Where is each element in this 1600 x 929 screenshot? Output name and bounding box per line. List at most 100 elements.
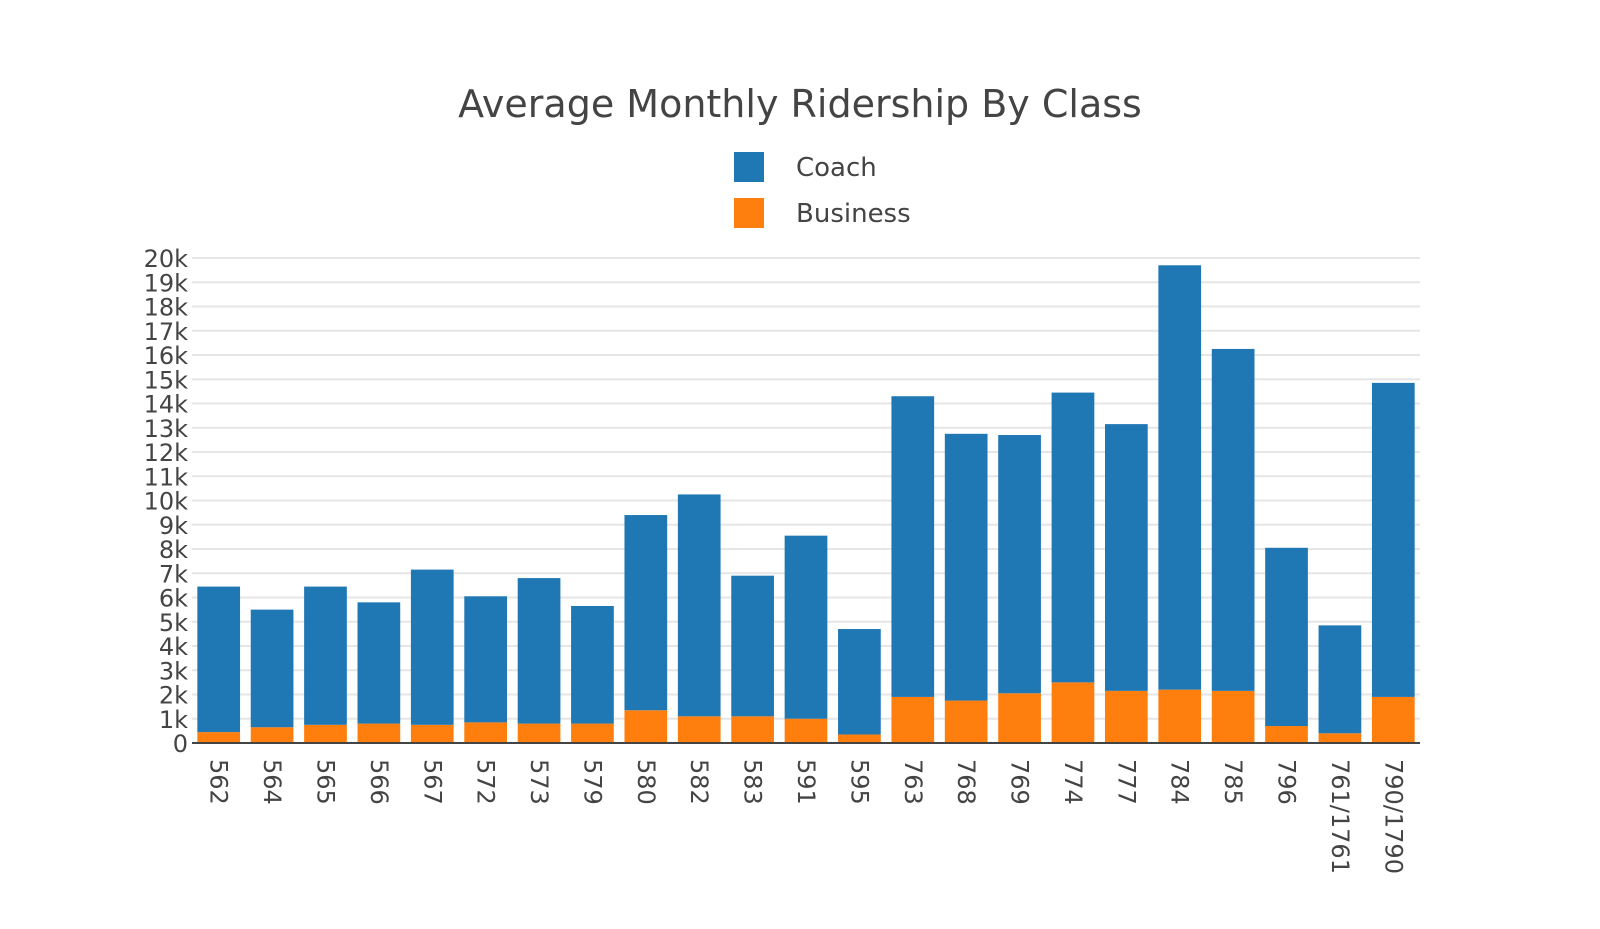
chart-title: Average Monthly Ridership By Class <box>458 82 1142 126</box>
bar-business-785[interactable] <box>1211 690 1255 743</box>
bar-coach-567[interactable] <box>410 569 454 725</box>
x-tick-label: 595 <box>845 759 873 805</box>
x-tick-label: 580 <box>632 759 660 805</box>
legend-item-business[interactable]: Business <box>734 198 911 229</box>
bar-coach-572[interactable] <box>464 596 508 723</box>
bar-coach-591[interactable] <box>784 535 828 719</box>
y-tick-label: 15k <box>144 366 189 394</box>
y-tick-label: 0 <box>173 730 188 758</box>
bar-business-763[interactable] <box>891 696 935 743</box>
bar-coach-763[interactable] <box>891 396 935 697</box>
bar-coach-583[interactable] <box>731 575 774 717</box>
bar-coach-580[interactable] <box>624 515 668 711</box>
x-tick-label: 768 <box>952 759 980 805</box>
bar-business-583[interactable] <box>731 716 774 743</box>
x-axis: 562 564 565 566 567 572 573 579 580 582 583 591 595 7… <box>205 759 1408 874</box>
bar-coach-564[interactable] <box>250 609 294 728</box>
y-tick-label: 10k <box>144 488 189 516</box>
y-tick-label: 18k <box>144 294 189 322</box>
legend-swatch-business <box>734 198 764 228</box>
bar-business-573[interactable] <box>517 723 561 743</box>
y-tick-label: 12k <box>144 439 189 467</box>
bar-business-796[interactable] <box>1265 726 1308 743</box>
x-tick-label: 579 <box>578 759 606 805</box>
bar-business-564[interactable] <box>250 727 294 743</box>
x-tick-label: 777 <box>1112 759 1140 805</box>
bar-business-595[interactable] <box>838 734 881 743</box>
bar-business-562[interactable] <box>197 732 241 743</box>
bar-business-572[interactable] <box>464 722 508 743</box>
bar-coach-565[interactable] <box>304 586 347 725</box>
y-tick-label: 9k <box>159 512 188 540</box>
x-tick-label: 567 <box>418 759 446 805</box>
y-tick-label: 4k <box>159 633 188 661</box>
bar-business-769[interactable] <box>998 693 1041 743</box>
y-tick-label: 6k <box>159 585 188 613</box>
bars <box>197 265 1415 743</box>
bar-business-580[interactable] <box>624 710 668 743</box>
legend-item-coach[interactable]: Coach <box>734 152 877 183</box>
bar-business-591[interactable] <box>784 718 828 743</box>
x-tick-label: 785 <box>1219 759 1247 805</box>
bar-coach-785[interactable] <box>1211 348 1255 691</box>
bar-business-565[interactable] <box>304 724 347 743</box>
bar-coach-562[interactable] <box>197 586 241 733</box>
y-tick-label: 19k <box>144 269 189 297</box>
y-tick-label: 11k <box>144 463 189 491</box>
bar-coach-761-1761[interactable] <box>1318 625 1362 734</box>
bar-business-582[interactable] <box>677 716 721 743</box>
x-tick-label: 582 <box>685 759 713 805</box>
bar-business-790-1790[interactable] <box>1371 696 1415 743</box>
y-tick-label: 7k <box>159 560 188 588</box>
legend-label: Business <box>796 199 911 229</box>
x-tick-label: 769 <box>1006 759 1034 805</box>
bar-business-579[interactable] <box>571 723 614 743</box>
x-tick-label: 573 <box>525 759 553 805</box>
x-tick-label: 774 <box>1059 759 1087 805</box>
bar-business-768[interactable] <box>944 700 988 743</box>
legend-swatch-coach <box>734 152 764 182</box>
bar-coach-566[interactable] <box>357 602 401 724</box>
bar-coach-573[interactable] <box>517 578 561 724</box>
bar-coach-769[interactable] <box>998 435 1041 694</box>
bar-coach-582[interactable] <box>677 494 721 717</box>
legend[interactable]: Coach Business <box>734 152 911 229</box>
bar-coach-796[interactable] <box>1265 547 1308 727</box>
bar-coach-774[interactable] <box>1051 392 1095 683</box>
y-tick-label: 3k <box>159 657 188 685</box>
legend-label: Coach <box>796 153 877 183</box>
bar-business-774[interactable] <box>1051 682 1095 743</box>
bar-business-777[interactable] <box>1104 690 1148 743</box>
y-axis: 01k2k3k4k5k6k7k8k9k10k11k12k13k14k15k16k… <box>144 245 189 758</box>
y-tick-label: 17k <box>144 318 189 346</box>
x-tick-label: 562 <box>205 759 233 805</box>
x-tick-label: 565 <box>311 759 339 805</box>
bar-business-784[interactable] <box>1158 689 1202 743</box>
y-tick-label: 1k <box>159 706 188 734</box>
x-tick-label: 583 <box>739 759 767 805</box>
bar-business-567[interactable] <box>410 724 454 743</box>
x-tick-label: 761/1761 <box>1326 759 1354 874</box>
y-tick-label: 2k <box>159 682 188 710</box>
x-tick-label: 796 <box>1273 759 1301 805</box>
bar-coach-790-1790[interactable] <box>1371 382 1415 697</box>
y-tick-label: 16k <box>144 342 189 370</box>
y-tick-label: 14k <box>144 391 189 419</box>
bar-business-566[interactable] <box>357 723 401 743</box>
x-tick-label: 591 <box>792 759 820 805</box>
x-tick-label: 790/1790 <box>1379 759 1407 874</box>
bar-coach-579[interactable] <box>571 605 614 724</box>
y-tick-label: 13k <box>144 415 189 443</box>
x-tick-label: 572 <box>472 759 500 805</box>
x-tick-label: 564 <box>258 759 286 805</box>
x-tick-label: 763 <box>899 759 927 805</box>
bar-coach-595[interactable] <box>838 629 881 735</box>
x-tick-label: 566 <box>365 759 393 805</box>
bar-business-761-1761[interactable] <box>1318 733 1362 743</box>
y-tick-label: 20k <box>144 245 189 273</box>
bar-coach-784[interactable] <box>1158 265 1202 690</box>
bar-coach-768[interactable] <box>944 433 988 701</box>
y-tick-label: 5k <box>159 609 188 637</box>
bar-coach-777[interactable] <box>1104 424 1148 691</box>
y-tick-label: 8k <box>159 536 188 564</box>
